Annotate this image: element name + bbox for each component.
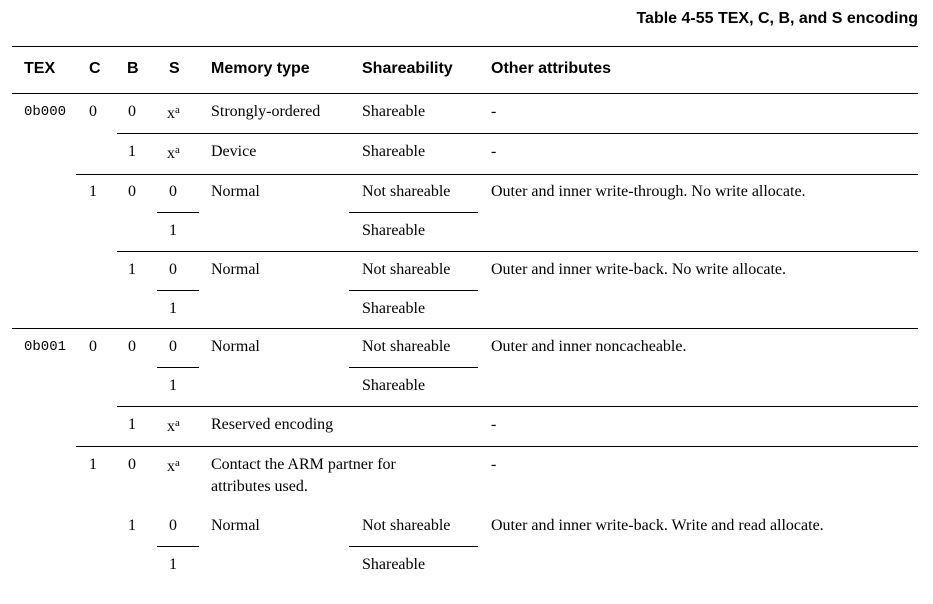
other-attributes: Outer and inner noncacheable.	[491, 338, 687, 355]
memory-type: Device	[211, 143, 257, 160]
other-attributes: -	[491, 456, 497, 473]
shareability: Not shareable	[362, 338, 451, 355]
shareability: Shareable	[362, 377, 426, 394]
header-bottom-rule	[12, 93, 918, 94]
s-subrow-rule	[157, 367, 199, 368]
shareability: Shareable	[362, 300, 426, 317]
c-value: 1	[89, 183, 97, 200]
s-value: 1	[169, 556, 177, 573]
shareability: Shareable	[362, 103, 426, 120]
memory-type: Normal	[211, 183, 260, 200]
c-value: 0	[89, 338, 97, 355]
b-value: 0	[128, 103, 136, 120]
memory-type: Normal	[211, 517, 260, 534]
memory-type: Normal	[211, 261, 260, 278]
row-rule	[117, 406, 918, 407]
s-value: xa	[167, 104, 180, 123]
shareability: Not shareable	[362, 517, 451, 534]
s-value: 0	[169, 338, 177, 355]
c-value: 1	[89, 456, 97, 473]
memory-type: Reserved encoding	[211, 416, 334, 433]
b-value: 1	[128, 143, 136, 160]
s-value: 0	[169, 183, 177, 200]
s-value: xa	[167, 144, 180, 163]
memory-type: Contact the ARM partner for attributes u…	[211, 456, 396, 495]
shareability: Not shareable	[362, 261, 451, 278]
header-other-attributes: Other attributes	[491, 60, 612, 77]
b-value: 0	[128, 456, 136, 473]
row-rule	[76, 446, 918, 447]
footnote-ref: a	[175, 417, 180, 429]
header-memory-type: Memory type	[211, 60, 310, 77]
other-attributes: Outer and inner write-back. Write and re…	[491, 517, 824, 534]
s-value: 0	[169, 261, 177, 278]
b-value: 1	[128, 517, 136, 534]
other-attributes: -	[491, 416, 497, 433]
b-value: 0	[128, 338, 136, 355]
b-value: 1	[128, 261, 136, 278]
table-caption: Table 4-55 TEX, C, B, and S encoding	[636, 10, 918, 27]
s-subrow-rule	[157, 212, 199, 213]
share-subrow-rule	[349, 546, 478, 547]
footnote-ref: a	[175, 144, 180, 156]
s-subrow-rule	[157, 546, 199, 547]
b-value: 1	[128, 416, 136, 433]
header-b: B	[127, 60, 139, 77]
table-top-rule	[12, 46, 918, 47]
s-value: 1	[169, 300, 177, 317]
s-value: 0	[169, 517, 177, 534]
b-value: 0	[128, 183, 136, 200]
s-value: 1	[169, 377, 177, 394]
s-value: xa	[167, 417, 180, 436]
row-rule	[117, 133, 918, 134]
footnote-ref: a	[175, 104, 180, 116]
s-subrow-rule	[157, 290, 199, 291]
memory-type: Normal	[211, 338, 260, 355]
s-value: 1	[169, 222, 177, 239]
shareability: Shareable	[362, 143, 426, 160]
footnote-ref: a	[175, 457, 180, 469]
share-subrow-rule	[349, 367, 478, 368]
other-attributes: -	[491, 103, 497, 120]
share-subrow-rule	[349, 290, 478, 291]
other-attributes: Outer and inner write-back. No write all…	[491, 261, 786, 278]
share-subrow-rule	[349, 212, 478, 213]
c-value: 0	[89, 103, 97, 120]
shareability: Shareable	[362, 222, 426, 239]
s-value: xa	[167, 457, 180, 476]
header-tex: TEX	[24, 60, 56, 77]
header-shareability: Shareability	[362, 60, 453, 77]
other-attributes: -	[491, 143, 497, 160]
header-s: S	[169, 60, 180, 77]
tex-value: 0b001	[24, 339, 67, 355]
row-rule	[117, 251, 918, 252]
tex-value: 0b000	[24, 104, 67, 120]
header-c: C	[89, 60, 101, 77]
shareability: Shareable	[362, 556, 426, 573]
shareability: Not shareable	[362, 183, 451, 200]
memory-type: Strongly-ordered	[211, 103, 321, 120]
other-attributes: Outer and inner write-through. No write …	[491, 183, 806, 200]
group-rule	[12, 328, 918, 329]
row-rule	[76, 174, 918, 175]
